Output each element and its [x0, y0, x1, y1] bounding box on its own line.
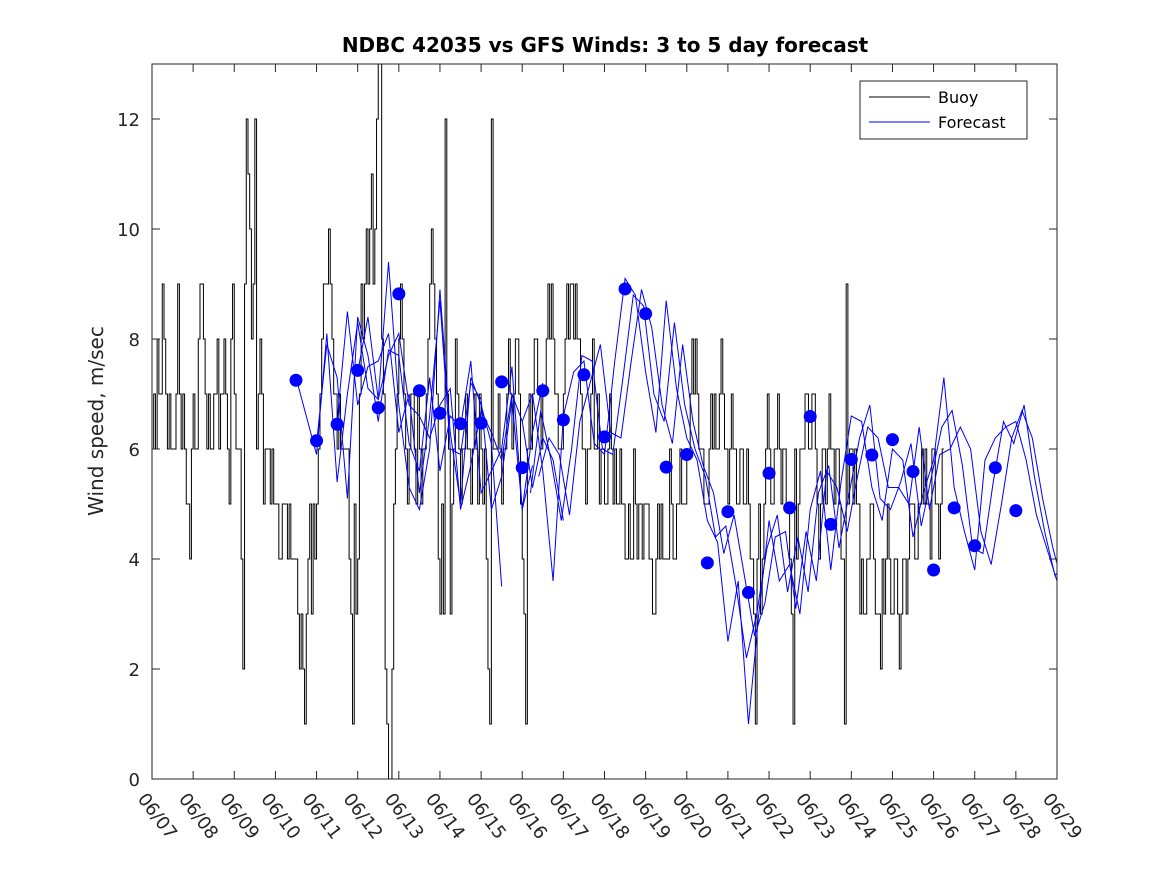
- forecast-marker-5: [371, 401, 385, 415]
- forecast-marker-13: [536, 384, 550, 398]
- chart-title: NDBC 42035 vs GFS Winds: 3 to 5 day fore…: [342, 33, 869, 57]
- y-tick-label-3: 6: [129, 440, 140, 461]
- forecast-marker-6: [392, 287, 406, 301]
- y-tick-label-6: 12: [117, 110, 140, 131]
- forecast-marker-8: [433, 406, 447, 420]
- legend-label-buoy: Buoy: [938, 88, 978, 107]
- forecast-marker-27: [824, 517, 838, 531]
- forecast-marker-28: [844, 452, 858, 466]
- forecast-marker-30: [885, 433, 899, 447]
- forecast-marker-20: [680, 448, 694, 461]
- series-line-forecast-run-5: [521, 277, 1057, 725]
- forecast-marker-24: [762, 466, 776, 480]
- y-axis-label: Wind speed, m/sec: [84, 326, 108, 516]
- series-line-forecast-run-4: [357, 316, 564, 521]
- data-layer: [152, 64, 1057, 779]
- y-tick-label-2: 4: [129, 550, 140, 571]
- legend-box: [859, 80, 1028, 140]
- forecast-marker-9: [454, 417, 468, 431]
- forecast-marker-21: [700, 556, 714, 570]
- chart-legend: Buoy Forecast: [859, 80, 1028, 140]
- forecast-marker-4: [351, 363, 365, 377]
- forecast-marker-17: [618, 282, 632, 296]
- forecast-marker-35: [988, 461, 1002, 475]
- forecast-marker-25: [783, 501, 797, 515]
- series-line-buoy: [152, 64, 944, 779]
- forecast-marker-29: [865, 448, 879, 462]
- y-tick-label-1: 2: [129, 660, 140, 681]
- forecast-marker-7: [412, 384, 426, 398]
- forecast-marker-10: [474, 416, 488, 430]
- forecast-marker-26: [803, 410, 817, 424]
- legend-label-forecast: Forecast: [938, 113, 1006, 132]
- forecast-marker-14: [556, 413, 570, 427]
- forecast-marker-12: [515, 461, 529, 475]
- forecast-marker-36: [1009, 504, 1023, 518]
- forecast-marker-31: [906, 465, 920, 479]
- forecast-marker-33: [947, 501, 961, 515]
- series-line-forecast-run-7: [538, 289, 1057, 637]
- y-tick-label-5: 10: [117, 220, 140, 241]
- forecast-marker-3: [330, 417, 344, 431]
- series-line-forecast-run-6: [529, 293, 1057, 659]
- forecast-marker-1: [289, 373, 303, 387]
- forecast-marker-16: [598, 430, 611, 444]
- forecast-marker-2: [310, 434, 324, 448]
- series-line-forecast-run-3: [336, 300, 544, 510]
- series-line-forecast-run-1: [295, 261, 503, 587]
- y-tick-label-4: 8: [129, 330, 140, 351]
- y-tick-label-0: 0: [129, 770, 140, 791]
- forecast-marker-22: [721, 505, 735, 519]
- forecast-marker-11: [495, 375, 509, 389]
- forecast-marker-34: [968, 539, 982, 553]
- series-line-forecast-run-2: [316, 316, 533, 510]
- forecast-marker-23: [741, 586, 755, 600]
- forecast-marker-19: [659, 460, 673, 474]
- forecast-marker-18: [639, 307, 653, 321]
- forecast-marker-15: [577, 368, 591, 382]
- forecast-marker-32: [927, 563, 941, 577]
